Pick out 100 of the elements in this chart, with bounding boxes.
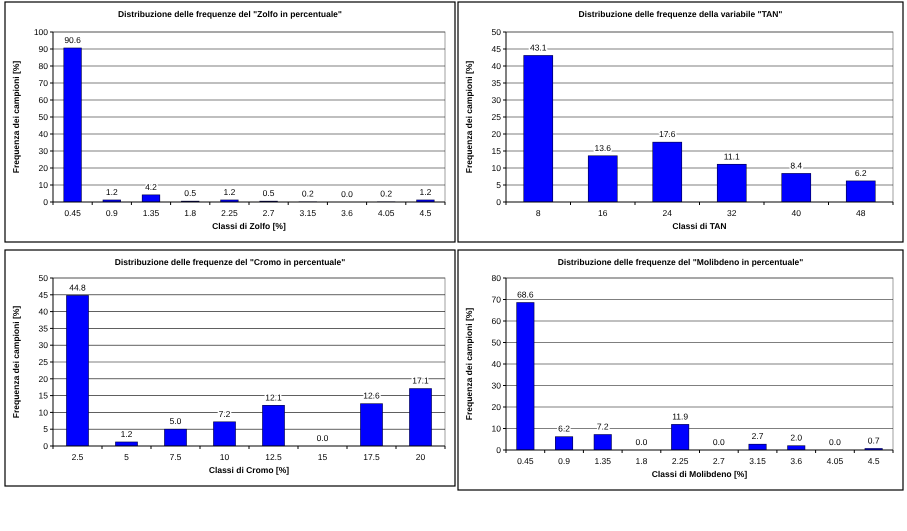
data-label: 0.0 (712, 437, 726, 447)
y-tick-label: 60 (492, 316, 502, 326)
y-tick-label: 15 (492, 146, 502, 156)
x-tick-label: 4.5 (419, 208, 432, 218)
data-label: 44.8 (69, 282, 86, 292)
y-axis-title: Frequenza dei campioni [%] (11, 60, 21, 174)
y-tick-label: 30 (492, 380, 502, 390)
data-label: 0.7 (868, 435, 880, 446)
x-axis-title: Classi di Zolfo [%] (212, 221, 286, 231)
y-tick-label: 0 (43, 196, 48, 207)
data-label: 5.0 (170, 416, 182, 426)
x-tick-label: 2.5 (72, 452, 84, 462)
data-label: 0.2 (302, 188, 314, 199)
data-label: 13.6 (594, 142, 612, 153)
x-tick-label: 10 (220, 452, 230, 462)
y-tick-label: 50 (492, 26, 502, 37)
data-label: 11.9 (672, 411, 688, 422)
y-tick-label: 45 (38, 290, 48, 300)
data-label: 8.4 (790, 160, 802, 170)
y-tick-label: 90 (38, 44, 48, 54)
y-tick-label: 10 (492, 423, 502, 434)
y-tick-label: 5 (496, 180, 502, 190)
data-label: 0.0 (316, 433, 329, 443)
x-axis-title: Classi di TAN (672, 221, 727, 231)
y-tick-label: 0 (496, 444, 502, 455)
x-tick-label: 2.7 (262, 208, 275, 218)
x-tick-label: 40 (792, 208, 802, 218)
data-label: 1.2 (106, 186, 118, 197)
y-tick-label: 35 (38, 323, 48, 334)
data-label: 0.5 (184, 188, 196, 198)
data-label: 1.2 (223, 186, 236, 197)
y-tick-label: 10 (38, 180, 48, 190)
data-label: 0.0 (829, 437, 842, 447)
x-tick-label: 3.15 (300, 208, 316, 218)
data-label: 7.2 (596, 422, 609, 432)
y-tick-label: 40 (38, 128, 48, 139)
y-tick-label: 0 (496, 196, 502, 207)
data-label: 0.0 (341, 189, 354, 199)
y-tick-label: 20 (492, 128, 502, 139)
y-tick-label: 40 (38, 306, 48, 317)
y-tick-label: 0 (43, 440, 48, 451)
x-tick-label: 7.5 (170, 452, 182, 462)
x-tick-label: 15 (318, 452, 328, 462)
data-label: 2.0 (790, 432, 802, 443)
y-tick-label: 35 (492, 78, 502, 88)
x-tick-label: 2.25 (672, 456, 689, 466)
y-tick-label: 10 (38, 407, 48, 418)
x-tick-label: 1.35 (594, 456, 612, 466)
x-tick-label: 0.9 (558, 456, 570, 466)
y-tick-label: 70 (38, 78, 48, 88)
x-tick-label: 5 (124, 452, 130, 462)
x-tick-label: 0.45 (517, 456, 534, 466)
x-tick-label: 32 (727, 208, 737, 218)
y-tick-label: 30 (38, 340, 48, 350)
y-tick-label: 10 (492, 162, 502, 173)
data-label: 4.2 (145, 182, 158, 192)
y-tick-label: 25 (492, 112, 502, 122)
x-tick-label: 4.5 (868, 456, 880, 466)
y-tick-label: 80 (492, 272, 502, 283)
chart-title: Distribuzione delle frequenze del "Cromo in percentuale" (114, 257, 346, 267)
data-label: 17.6 (658, 129, 676, 140)
x-tick-label: 0.45 (64, 208, 82, 218)
x-tick-label: 4.05 (378, 208, 395, 218)
data-label: 2.7 (752, 431, 764, 442)
data-label: 1.2 (419, 186, 432, 197)
y-tick-label: 60 (38, 94, 48, 105)
x-tick-label: 0.9 (106, 208, 118, 218)
y-tick-label: 100 (34, 26, 48, 37)
x-tick-label: 1.8 (184, 208, 196, 218)
x-tick-label: 3.6 (790, 456, 802, 466)
data-label: 6.2 (558, 424, 570, 434)
y-tick-label: 70 (492, 294, 502, 304)
y-tick-label: 20 (38, 162, 48, 173)
y-tick-label: 40 (492, 358, 502, 369)
x-axis-title: Classi di Molibdeno [%] (652, 469, 748, 479)
data-label: 0.5 (262, 188, 275, 198)
y-tick-label: 30 (492, 94, 502, 105)
y-tick-label: 50 (38, 112, 48, 122)
y-tick-label: 50 (492, 337, 502, 348)
x-tick-label: 17.5 (363, 452, 380, 462)
x-tick-label: 3.15 (749, 456, 766, 466)
y-axis-title: Frequenza dei campioni [%] (464, 308, 474, 420)
data-label: 11.1 (724, 151, 740, 162)
x-tick-label: 24 (662, 208, 672, 218)
data-label: 1.2 (120, 428, 133, 439)
chart-title: Distribuzione delle frequenze del "Molibdeno in percentuale" (558, 257, 804, 267)
y-axis-title: Frequenza dei campioni [%] (464, 60, 474, 174)
x-tick-label: 4.05 (826, 456, 844, 466)
x-tick-label: 12.5 (265, 452, 282, 462)
y-tick-label: 25 (38, 356, 48, 367)
data-label: 90.6 (64, 34, 82, 45)
y-tick-label: 5 (43, 424, 48, 434)
x-tick-label: 2.25 (221, 208, 238, 218)
y-tick-label: 40 (492, 60, 502, 71)
y-tick-label: 45 (492, 44, 502, 54)
x-axis-title: Classi di Cromo [%] (208, 465, 290, 475)
data-label: 43.1 (530, 42, 547, 52)
data-label: 0.2 (380, 188, 392, 199)
y-tick-label: 20 (38, 374, 48, 384)
x-tick-label: 16 (598, 208, 608, 218)
